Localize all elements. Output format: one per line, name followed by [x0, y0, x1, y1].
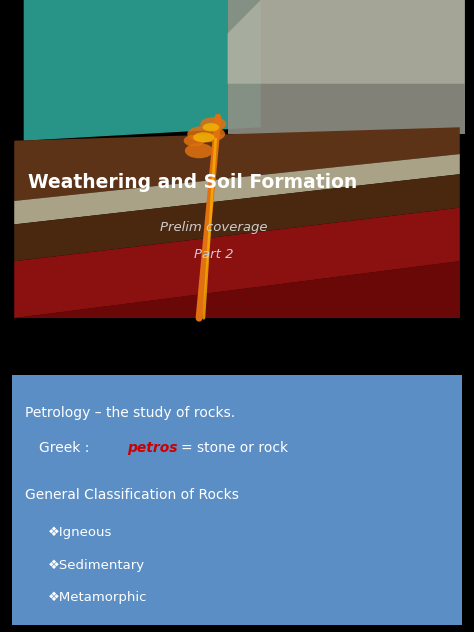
Ellipse shape: [183, 135, 205, 147]
Ellipse shape: [200, 118, 227, 131]
Polygon shape: [228, 0, 465, 134]
Polygon shape: [14, 261, 460, 319]
Ellipse shape: [187, 126, 225, 142]
Text: Part 2: Part 2: [193, 248, 233, 261]
Ellipse shape: [203, 123, 219, 131]
Text: Weathering and Soil Formation: Weathering and Soil Formation: [28, 173, 358, 192]
Text: General Classification of Rocks: General Classification of Rocks: [26, 489, 239, 502]
Polygon shape: [14, 208, 460, 319]
Text: ❖Igneous: ❖Igneous: [48, 526, 112, 539]
Text: Petrology – the study of rocks.: Petrology – the study of rocks.: [26, 406, 236, 420]
Polygon shape: [14, 154, 460, 224]
Text: petros: petros: [127, 441, 177, 455]
Text: ❖Sedimentary: ❖Sedimentary: [48, 559, 145, 571]
Text: ❖Metamorphic: ❖Metamorphic: [48, 591, 147, 604]
Ellipse shape: [185, 143, 213, 158]
Polygon shape: [24, 0, 261, 141]
Polygon shape: [14, 127, 460, 201]
Text: Prelim coverage: Prelim coverage: [160, 221, 267, 234]
Polygon shape: [14, 174, 460, 261]
Ellipse shape: [193, 132, 214, 142]
Text: Greek :: Greek :: [39, 441, 98, 455]
Polygon shape: [228, 0, 465, 84]
Text: = stone or rock: = stone or rock: [181, 441, 288, 455]
